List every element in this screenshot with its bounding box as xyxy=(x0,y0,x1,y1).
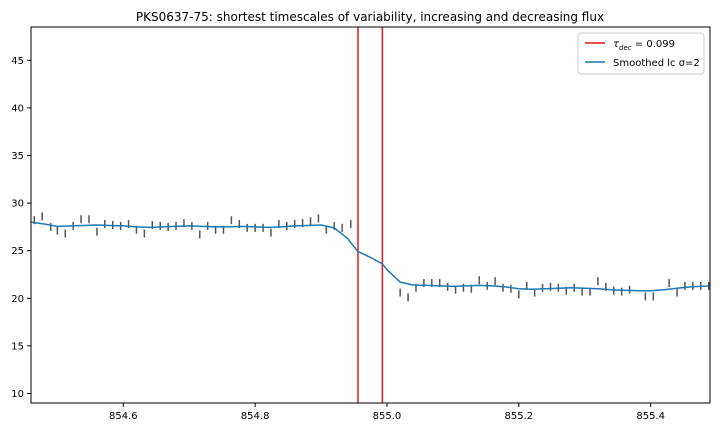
legend-smoothed-label: Smoothed lc σ=2 xyxy=(613,58,700,69)
legend-vline-label: τdec = 0.099 xyxy=(613,39,675,52)
y-tick-label: 30 xyxy=(11,199,24,210)
y-tick-label: 35 xyxy=(11,151,24,162)
x-tick-label: 854.8 xyxy=(241,411,270,422)
legend-tau-value: = 0.099 xyxy=(632,39,675,50)
axes: 854.6 854.8 855.0 855.2 855.4 10 15 20 25 30 35 40 4… xyxy=(11,56,665,422)
x-tick-label: 855.2 xyxy=(505,411,534,422)
plot-area xyxy=(31,27,710,403)
y-tick-label: 20 xyxy=(11,294,24,305)
y-tick-label: 25 xyxy=(11,246,24,257)
legend: τdec = 0.099 Smoothed lc σ=2 xyxy=(577,32,705,75)
y-tick-label: 15 xyxy=(11,341,24,352)
chart-title: PKS0637-75: shortest timescales of varia… xyxy=(136,10,604,24)
legend-tau-symbol: τ xyxy=(613,39,620,50)
plot-frame xyxy=(30,26,711,404)
x-tick-label: 854.6 xyxy=(109,411,138,422)
smoothed-lc-line xyxy=(31,221,710,292)
x-tick-label: 855.4 xyxy=(636,411,665,422)
plot-content xyxy=(31,27,710,403)
legend-box xyxy=(577,32,705,75)
y-tick-label: 40 xyxy=(11,103,24,114)
y-tick-label: 10 xyxy=(11,389,24,400)
x-tick-label: 855.0 xyxy=(373,411,402,422)
legend-tau-subscript: dec xyxy=(619,44,632,52)
y-tick-label: 45 xyxy=(11,56,24,67)
